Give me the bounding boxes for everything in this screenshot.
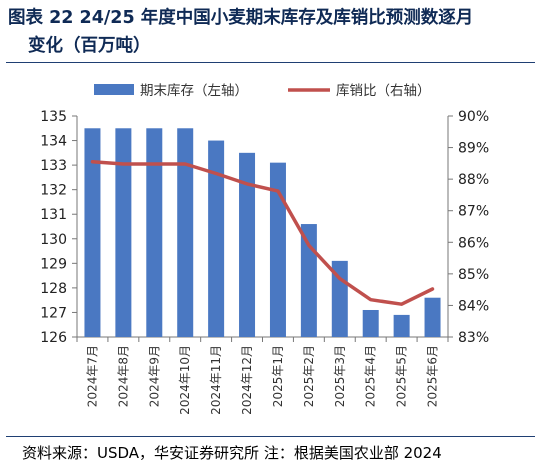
footer-divider — [6, 436, 535, 437]
line-series — [90, 160, 435, 306]
inventory-bar — [84, 128, 101, 337]
title-divider — [6, 62, 535, 63]
x-tick-label: 2024年9月 — [147, 345, 161, 407]
x-tick-label: 2025年2月 — [302, 345, 316, 407]
legend-swatch-inventory — [94, 84, 134, 95]
y-right-tick-label: 87% — [458, 204, 489, 220]
y-left-tick-label: 133 — [40, 158, 67, 174]
inventory-bar — [177, 128, 194, 337]
y-right-tick-label: 88% — [458, 172, 489, 188]
x-tick-label: 2024年7月 — [85, 345, 99, 407]
inventory-bar — [424, 297, 441, 337]
y-right-tick-label: 84% — [458, 298, 489, 314]
x-tick-label: 2024年8月 — [116, 345, 130, 407]
y-left-tick-label: 131 — [40, 207, 67, 223]
x-tick-label: 2025年1月 — [271, 345, 285, 407]
inventory-bar — [239, 152, 256, 337]
title-line-1: 图表 22 24/25 年度中国小麦期末库存及库销比预测数逐月 — [8, 8, 474, 28]
source-note: 资料来源：USDA，华安证券研究所 注：根据美国农业部 2024 — [22, 444, 442, 462]
chart-title: 图表 22 24/25 年度中国小麦期末库存及库销比预测数逐月 变化（百万吨） — [8, 4, 533, 60]
inventory-bar — [146, 128, 163, 337]
x-tick-label: 2024年11月 — [209, 345, 223, 415]
y-left-tick-label: 134 — [40, 134, 67, 150]
legend-label-inventory: 期末库存（左轴） — [140, 83, 248, 99]
y-left-tick-label: 128 — [40, 281, 67, 297]
y-left-tick-label: 130 — [40, 232, 67, 248]
tick-labels: 126 127 128 129 130 131 132 133 134 135 83% 84% 85% 8… — [40, 109, 489, 415]
bar-series — [84, 128, 441, 337]
inventory-bar — [300, 224, 317, 337]
x-tick-label: 2025年5月 — [395, 345, 409, 407]
legend: 期末库存（左轴） 库销比（右轴） — [94, 83, 431, 99]
x-tick-label: 2024年12月 — [240, 345, 254, 415]
inventory-bar — [115, 128, 132, 337]
x-tick-label: 2025年6月 — [426, 345, 440, 407]
y-right-tick-label: 90% — [458, 109, 489, 125]
y-left-tick-label: 135 — [40, 109, 67, 125]
title-line-2: 变化（百万吨） — [28, 36, 151, 56]
y-left-tick-label: 129 — [40, 256, 67, 272]
y-right-tick-label: 86% — [458, 235, 489, 251]
inventory-bar — [269, 162, 286, 337]
y-right-tick-label: 83% — [458, 330, 489, 346]
y-right-tick-label: 85% — [458, 267, 489, 283]
stock-to-use-line — [90, 160, 435, 306]
y-left-tick-label: 126 — [40, 330, 67, 346]
x-tick-label: 2025年4月 — [364, 345, 378, 407]
inventory-bar — [362, 309, 379, 337]
y-left-tick-label: 132 — [40, 183, 67, 199]
legend-label-ratio: 库销比（右轴） — [336, 83, 431, 99]
y-right-tick-label: 89% — [458, 141, 489, 157]
x-tick-label: 2024年10月 — [178, 345, 192, 415]
inventory-bar — [393, 314, 410, 337]
y-left-tick-label: 127 — [40, 305, 67, 321]
axes — [72, 115, 453, 342]
inventory-bar — [208, 140, 225, 337]
x-tick-label: 2025年3月 — [333, 345, 347, 407]
